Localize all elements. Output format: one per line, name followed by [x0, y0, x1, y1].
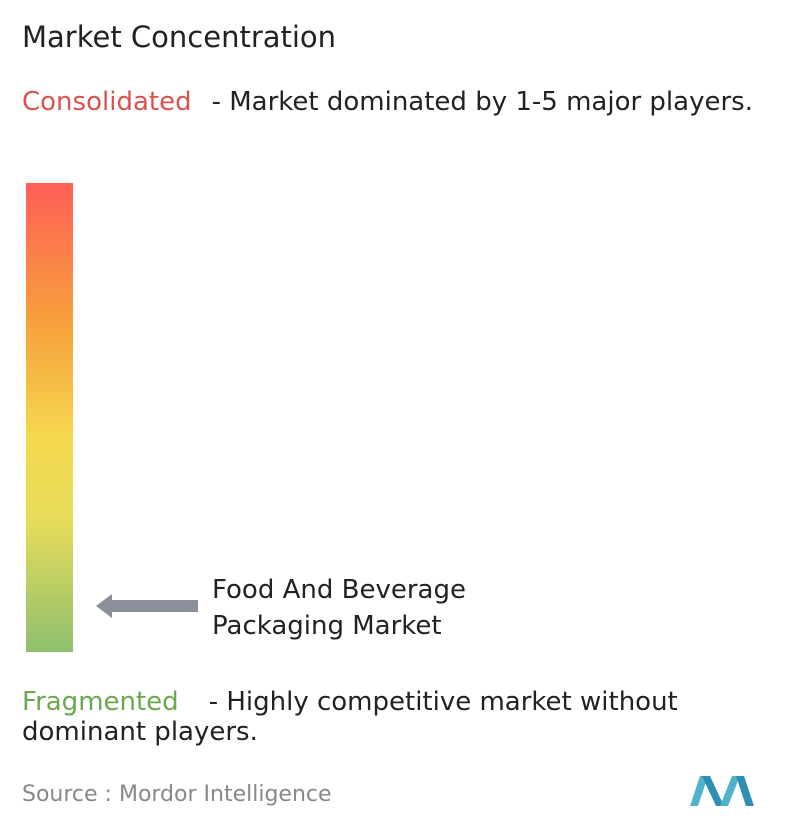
- consolidated-description: - Market dominated by 1-5 major players.: [211, 87, 753, 117]
- source: Source : Mordor Intelligence: [22, 782, 332, 807]
- logo: [690, 776, 754, 806]
- consolidated-label: Consolidated: [22, 87, 192, 117]
- market-label: Food And Beverage Packaging Market: [212, 575, 466, 641]
- logo-part: [690, 776, 708, 806]
- logo-part: [736, 776, 754, 806]
- arrow: [96, 594, 198, 618]
- arrow-shape: [96, 594, 198, 618]
- concentration-scale: [26, 183, 73, 652]
- fragmented-description: - Highly competitive market without domi…: [22, 687, 678, 747]
- consolidated-text: Consolidated - Market dominated by 1-5 ma…: [22, 87, 792, 117]
- logo-part: [720, 776, 740, 806]
- title: Market Concentration: [22, 20, 337, 54]
- fragmented-text: Fragmented - Highly competitive market wi…: [22, 687, 792, 747]
- logo-part: [702, 776, 724, 806]
- fragmented-label: Fragmented: [22, 687, 179, 717]
